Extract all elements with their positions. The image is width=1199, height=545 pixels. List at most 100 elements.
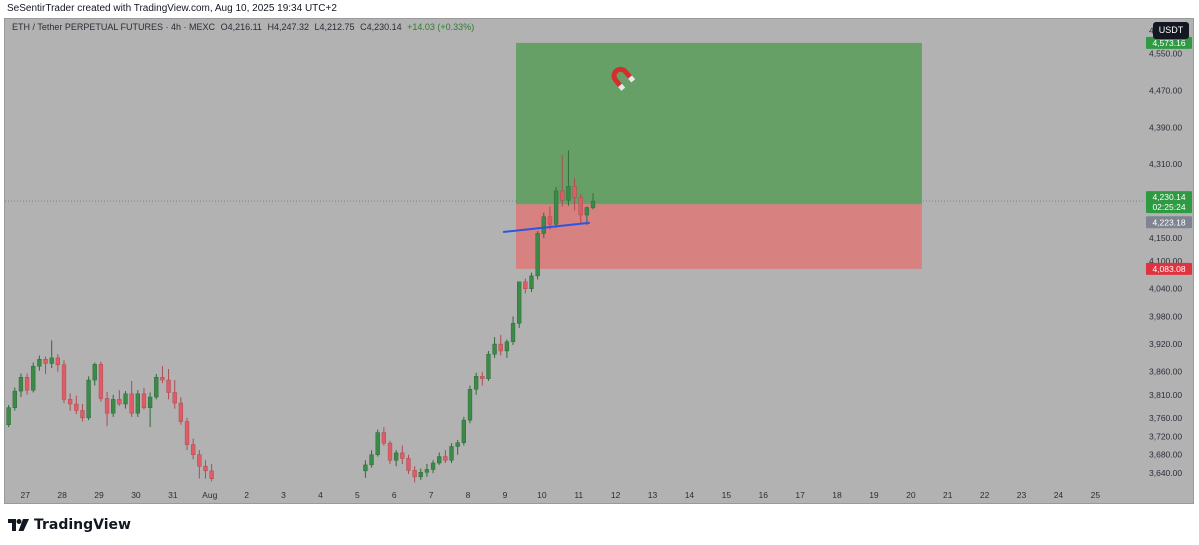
time-tick-label: 24 xyxy=(1054,490,1064,500)
time-tick-label: 11 xyxy=(574,490,583,500)
price-tick-label: 3,760.00 xyxy=(1149,413,1182,423)
candle xyxy=(111,394,116,417)
price-badge-bg xyxy=(1146,36,1192,49)
magnet-tip-right xyxy=(628,75,636,83)
price-badge-bg xyxy=(1146,201,1192,214)
candle-body xyxy=(86,379,91,419)
candle xyxy=(49,340,54,369)
candle xyxy=(584,206,590,226)
candle xyxy=(406,454,411,475)
candle-body xyxy=(430,462,436,470)
candle xyxy=(400,445,405,464)
footer-brand: TradingView xyxy=(8,515,131,535)
candle xyxy=(123,391,128,409)
candle xyxy=(504,339,510,358)
candle-body xyxy=(437,456,442,464)
price-badge-label: 02:25:24 xyxy=(1152,202,1185,212)
time-tick-label: 12 xyxy=(611,490,621,500)
price-badge-label: 4,573.16 xyxy=(1152,38,1185,48)
time-tick-label: 13 xyxy=(648,490,658,500)
price-badge-target: 4,573.16 xyxy=(1146,36,1192,49)
candle-body xyxy=(184,421,190,445)
time-tick-label: 16 xyxy=(759,490,769,500)
price-badge-label: 4,223.18 xyxy=(1152,217,1185,227)
price-badge-entry: 4,223.18 xyxy=(1146,216,1192,229)
time-tick-label: 5 xyxy=(355,490,360,500)
candle-body xyxy=(412,470,417,478)
candle-body xyxy=(104,398,110,414)
candle-body xyxy=(160,377,165,381)
legend-symbol: ETH / Tether PERPETUAL FUTURES · 4h · ME… xyxy=(12,22,216,32)
candle xyxy=(424,463,430,477)
candle xyxy=(74,395,79,415)
plot-area[interactable]: ETH / Tether PERPETUAL FUTURES · 4h · ME… xyxy=(5,19,1145,487)
candle-body xyxy=(461,419,466,443)
candle xyxy=(67,393,73,411)
candle xyxy=(24,373,30,395)
candle-body xyxy=(553,190,559,225)
candle xyxy=(449,443,454,464)
candle xyxy=(455,439,460,455)
time-tick-label: 31 xyxy=(168,490,178,500)
candle-body xyxy=(74,403,79,411)
price-axis[interactable]: 4,600.004,550.004,470.004,390.004,310.00… xyxy=(1145,19,1193,487)
time-tick-label: 25 xyxy=(1091,490,1101,500)
candle xyxy=(31,362,36,393)
candle-body xyxy=(418,471,423,478)
candle-body xyxy=(375,432,380,455)
price-tick-label: 4,470.00 xyxy=(1149,85,1182,95)
time-axis[interactable]: 27 28 29 30 31 Aug 2 3 4 5 6 7 8 9 10 11 12 13 14 15 16 17 18 1… xyxy=(5,487,1193,503)
candle-body xyxy=(541,216,546,234)
tradingview-brand-text: TradingView xyxy=(34,517,131,533)
candle xyxy=(129,380,134,417)
candle-body xyxy=(394,452,399,461)
candle-body xyxy=(510,323,516,343)
candle xyxy=(394,450,399,467)
candle xyxy=(535,231,540,280)
time-tick-label: Aug xyxy=(202,490,217,500)
legend-change: +14.03 (+0.33%) xyxy=(407,22,475,32)
price-badge-stop: 4,083.08 xyxy=(1146,262,1192,275)
candle xyxy=(6,404,11,428)
candle-body xyxy=(178,402,184,422)
candle xyxy=(55,354,61,372)
price-tick-label: 3,640.00 xyxy=(1149,468,1182,478)
candle xyxy=(98,361,104,402)
candle xyxy=(363,460,368,478)
candle-body xyxy=(535,233,540,277)
candle xyxy=(147,392,153,428)
chart-credit: SeSentirTrader created with TradingView.… xyxy=(7,3,337,14)
price-badge-label: 4,230.14 xyxy=(1152,192,1185,202)
candle-body xyxy=(55,357,61,366)
time-tick-label: 27 xyxy=(21,490,31,500)
candle-body xyxy=(67,399,73,405)
time-tick-label: 21 xyxy=(943,490,953,500)
legend-open: O4,216.11 xyxy=(220,22,262,32)
price-tick-label: 4,040.00 xyxy=(1149,284,1182,294)
candle xyxy=(560,155,565,207)
candle xyxy=(61,360,67,404)
candle xyxy=(437,452,442,465)
candle-body xyxy=(203,466,208,472)
price-tick-label: 4,100.00 xyxy=(1149,256,1182,266)
candle xyxy=(578,194,583,225)
candle xyxy=(387,440,393,464)
candle-body xyxy=(135,393,140,414)
price-tick-label: 3,860.00 xyxy=(1149,367,1182,377)
candle-body xyxy=(117,399,122,405)
magnet-body xyxy=(611,66,632,88)
candle-body xyxy=(523,281,528,289)
stop-zone xyxy=(516,204,922,269)
candle xyxy=(369,450,374,468)
currency-button[interactable]: USDT xyxy=(1153,22,1189,39)
candle xyxy=(467,385,473,424)
candle xyxy=(523,278,528,294)
candle xyxy=(498,334,503,356)
candle xyxy=(178,397,184,425)
candle-body xyxy=(209,470,214,479)
candle-body xyxy=(363,464,368,472)
candle-body xyxy=(154,377,159,398)
price-badge-last: 4,230.14 xyxy=(1146,191,1192,204)
candle xyxy=(443,450,448,464)
price-tick-label: 3,920.00 xyxy=(1149,339,1182,349)
